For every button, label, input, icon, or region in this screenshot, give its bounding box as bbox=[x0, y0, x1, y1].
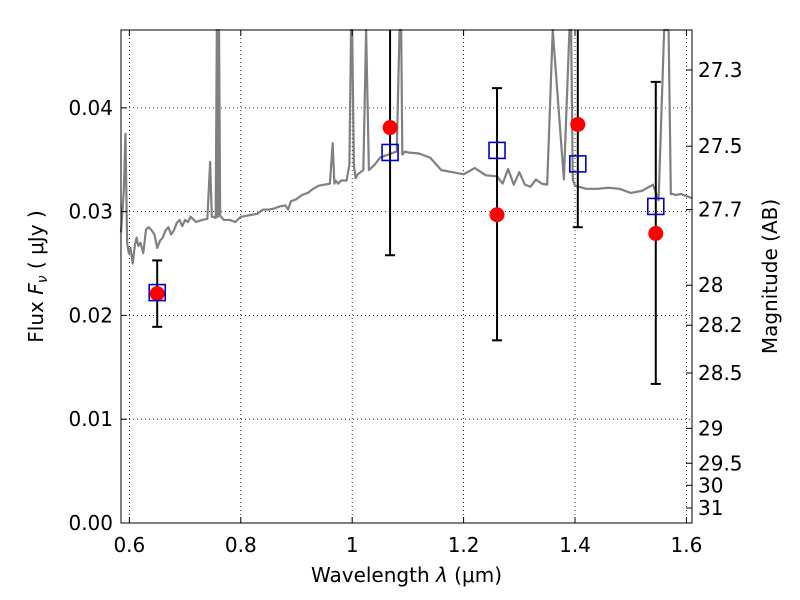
y-tick-label: 0.01 bbox=[68, 407, 113, 431]
labels-layer: 0.6 0.8 1 1.2 1.4 1.6 0.00 0.01 0.02 0.03 0.04 27.3… bbox=[24, 58, 782, 587]
mag-tick-label: 27.3 bbox=[698, 58, 743, 82]
model-band-square bbox=[646, 197, 665, 216]
x-tick-label: 1.2 bbox=[448, 533, 480, 557]
y-tick-label: 0.03 bbox=[68, 200, 113, 224]
model-band-square bbox=[568, 155, 587, 173]
observed-point bbox=[648, 225, 664, 241]
ticks-layer bbox=[121, 30, 692, 524]
squares-layer bbox=[148, 141, 665, 302]
x-tick-label: 0.6 bbox=[113, 533, 145, 557]
model-band-square bbox=[381, 143, 399, 162]
spectrum-line bbox=[119, 28, 693, 265]
observed-point bbox=[382, 120, 398, 136]
mag-tick-label: 27.7 bbox=[698, 198, 743, 222]
plot-frame bbox=[120, 29, 693, 524]
mag-tick-label: 29.5 bbox=[698, 451, 743, 475]
y-tick-label: 0.04 bbox=[68, 96, 113, 120]
mag-tick-label: 29 bbox=[698, 416, 723, 440]
points-layer bbox=[149, 116, 664, 302]
observed-point bbox=[149, 286, 165, 302]
model-band-square bbox=[148, 283, 167, 302]
mag-tick-label: 28 bbox=[698, 273, 723, 297]
x-tick-label: 1.4 bbox=[559, 533, 591, 557]
errorbar-layer bbox=[152, 30, 661, 385]
mag-tick-label: 30 bbox=[698, 473, 723, 497]
observed-point bbox=[570, 116, 586, 132]
y-tick-label: 0.02 bbox=[68, 303, 113, 327]
x-axis-title: Wavelength λ (μm) bbox=[311, 563, 502, 587]
y-tick-label: 0.00 bbox=[68, 511, 113, 535]
x-tick-label: 1 bbox=[346, 533, 359, 557]
y2-axis-title: Magnitude (AB) bbox=[758, 199, 782, 354]
model-band-square bbox=[488, 141, 506, 160]
y-axis-title: Flux Fν ( μJy ) bbox=[24, 210, 51, 342]
spectrum-layer bbox=[119, 28, 693, 265]
mag-tick-label: 28.5 bbox=[698, 361, 743, 385]
observed-point bbox=[489, 207, 505, 223]
mag-tick-label: 31 bbox=[698, 496, 723, 520]
x-tick-label: 1.6 bbox=[671, 533, 703, 557]
mag-tick-label: 28.2 bbox=[698, 313, 743, 337]
x-tick-label: 0.8 bbox=[225, 533, 257, 557]
mag-tick-label: 27.5 bbox=[698, 134, 743, 158]
